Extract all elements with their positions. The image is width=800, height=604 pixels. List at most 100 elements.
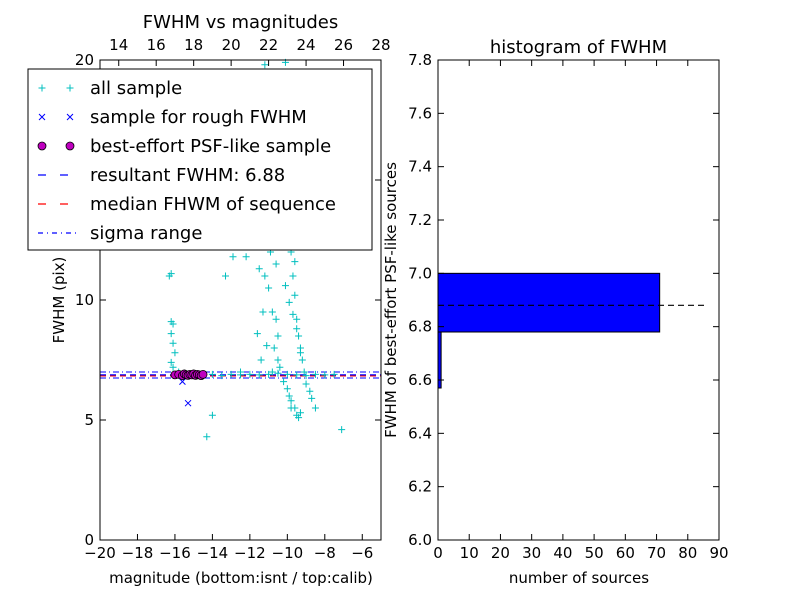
all-sample-point	[274, 332, 282, 340]
left-bottom-tick-label: −16	[159, 544, 191, 562]
left-y-tick-label: 5	[84, 411, 94, 429]
all-sample-point	[263, 342, 271, 350]
all-sample-point	[302, 380, 310, 388]
right-y-tick-label: 6.0	[408, 531, 432, 549]
all-sample-point	[253, 330, 261, 338]
all-sample-point	[218, 372, 226, 380]
legend-marker-plus	[66, 84, 74, 92]
legend-label: all sample	[90, 78, 182, 99]
left-bottom-tick-label: −10	[272, 544, 304, 562]
left-y-tick-label: 10	[75, 291, 94, 309]
all-sample-point	[285, 298, 293, 306]
all-sample-point	[291, 258, 299, 266]
legend-label: best-effort PSF-like sample	[90, 136, 331, 157]
all-sample-point	[171, 349, 179, 357]
all-sample-point	[283, 370, 291, 378]
left-top-tick-label: 28	[371, 36, 390, 54]
all-sample-point	[296, 409, 304, 417]
all-sample-point	[270, 344, 278, 352]
all-sample-point	[287, 397, 295, 405]
legend-label: median FHWM of sequence	[90, 194, 336, 215]
all-sample-point	[274, 369, 282, 377]
all-sample-point	[287, 404, 295, 412]
all-sample-point	[246, 370, 254, 378]
left-bottom-tick-label: −6	[351, 544, 373, 562]
left-bottom-tick-label: −18	[122, 544, 154, 562]
all-sample-point	[295, 332, 303, 340]
right-x-tick-label: 80	[678, 544, 697, 562]
legend-label: resultant FWHM: 6.88	[90, 165, 285, 186]
all-sample-point	[227, 370, 235, 378]
right-x-tick-label: 60	[616, 544, 635, 562]
all-sample-point	[306, 387, 314, 395]
all-sample-point	[285, 392, 293, 400]
left-y-axis-label: FWHM (pix)	[50, 257, 68, 344]
right-chart-title: histogram of FWHM	[490, 37, 667, 58]
all-sample-point	[302, 372, 310, 380]
right-y-tick-label: 6.2	[408, 478, 432, 496]
all-sample-point	[208, 411, 216, 419]
right-y-tick-label: 6.4	[408, 424, 432, 442]
all-sample-point	[308, 394, 316, 402]
right-x-tick-label: 40	[553, 544, 572, 562]
all-sample-point	[261, 272, 269, 280]
all-sample-point	[311, 370, 319, 378]
histogram-bar	[437, 272, 661, 333]
all-sample-point	[257, 356, 265, 364]
legend-label: sigma range	[90, 223, 202, 244]
all-sample-point	[280, 378, 288, 386]
all-sample-point	[167, 358, 175, 366]
left-top-tick-label: 24	[297, 36, 316, 54]
right-y-tick-label: 7.4	[408, 158, 432, 176]
left-y-tick-label: 0	[84, 531, 94, 549]
all-sample-point	[293, 325, 301, 333]
all-sample-point	[272, 315, 280, 323]
right-x-tick-label: 0	[433, 544, 443, 562]
all-sample-point	[169, 363, 177, 371]
legend-marker-x	[38, 113, 46, 121]
all-sample-point	[237, 368, 244, 376]
all-sample-point	[281, 282, 289, 290]
all-sample-point	[222, 272, 230, 280]
left-bottom-tick-label: −8	[314, 544, 336, 562]
all-sample-point	[242, 253, 250, 261]
left-chart-title: FWHM vs magnitudes	[143, 12, 338, 33]
all-sample-point	[330, 370, 338, 378]
all-sample-point	[255, 371, 263, 379]
psf-sample-point	[198, 369, 208, 379]
left-top-tick-label: 20	[222, 36, 241, 54]
right-x-tick-label: 10	[460, 544, 479, 562]
left-x-axis-label: magnitude (bottom:isnt / top:calib)	[109, 569, 373, 587]
right-y-axis-label: FWHM of best-effort PSF-like sources	[382, 162, 400, 438]
left-bottom-tick-label: −14	[197, 544, 229, 562]
all-sample-point	[274, 356, 282, 364]
right-y-tick-label: 7.2	[408, 211, 432, 229]
left-top-tick-label: 22	[259, 36, 278, 54]
left-y-tick-label: 20	[75, 51, 94, 69]
all-sample-point	[321, 371, 329, 379]
left-top-tick-label: 26	[334, 36, 353, 54]
rough-sample-point	[184, 399, 192, 407]
all-sample-point	[311, 404, 319, 412]
right-x-tick-label: 50	[585, 544, 604, 562]
all-sample-point	[291, 291, 299, 299]
all-sample-point	[298, 356, 306, 364]
right-x-tick-label: 70	[647, 544, 666, 562]
right-x-tick-label: 20	[491, 544, 510, 562]
legend-marker-x	[66, 113, 74, 121]
right-y-tick-label: 7.8	[408, 51, 432, 69]
all-sample-point	[338, 426, 346, 434]
all-sample-point	[255, 265, 263, 273]
all-sample-point	[276, 363, 284, 371]
legend-label: sample for rough FWHM	[90, 107, 307, 128]
rough-sample-point	[179, 378, 186, 385]
all-sample-point	[293, 315, 301, 323]
all-sample-point	[259, 308, 267, 316]
all-sample-point	[169, 339, 177, 347]
legend-box	[27, 68, 373, 251]
all-sample-point	[169, 320, 177, 328]
left-bottom-tick-label: −20	[84, 544, 116, 562]
right-plot-frame	[437, 59, 720, 541]
